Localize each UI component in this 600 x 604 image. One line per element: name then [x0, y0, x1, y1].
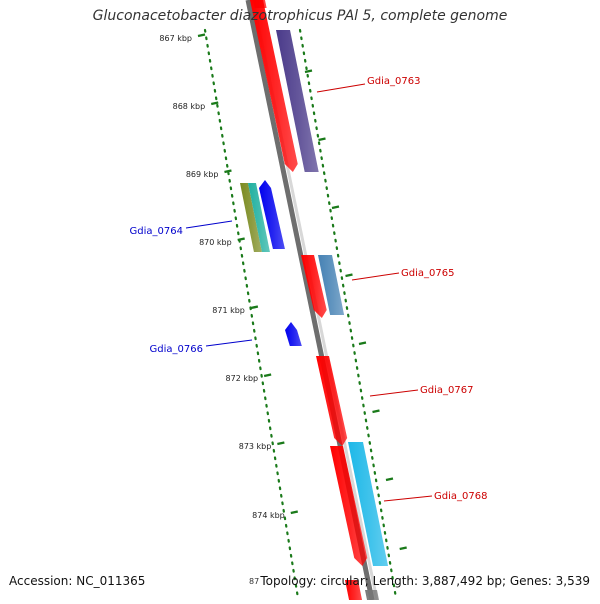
gene-bar-top-partial	[253, 0, 267, 8]
scale-tick	[290, 510, 299, 515]
gene-leader-line	[316, 83, 366, 93]
page-title: Gluconacetobacter diazotrophicus PAl 5, …	[92, 8, 508, 24]
scale-tick-label: 871 kbp	[212, 306, 245, 315]
gene-bar-gdia-0765	[318, 255, 345, 315]
gene-bar-gdia-0767	[316, 356, 348, 446]
gene-label: Gdia_0768	[434, 491, 487, 502]
gene-bar-gdia-0764	[259, 180, 285, 249]
scale-tick	[385, 477, 394, 482]
scale-tick-label: 867 kbp	[159, 34, 192, 43]
scale-tick	[263, 373, 272, 378]
scale-tick	[277, 441, 285, 446]
scale-tick-label: 873 kbp	[239, 442, 272, 451]
scale-tick	[210, 101, 219, 106]
scale-tick-label: 874 kbp	[252, 511, 285, 520]
scale-tick	[224, 169, 232, 174]
scale-tick	[237, 237, 245, 242]
scale-tick	[345, 273, 353, 278]
gene-bar-gdia-0767b	[330, 446, 368, 566]
right-scale-rail	[298, 28, 398, 600]
left-scale-rail	[203, 28, 300, 600]
scale-tick-label: 869 kbp	[186, 170, 219, 179]
gene-bar-partial-grey	[365, 590, 380, 600]
topology-text: Topology: circular; Length: 3,887,492 bp…	[260, 574, 590, 588]
gene-label: Gdia_0766	[150, 344, 203, 355]
gene-bar-gdia-0762	[250, 0, 298, 172]
gene-label: Gdia_0763	[367, 76, 420, 87]
gene-label: Gdia_0767	[420, 385, 473, 396]
gene-bar-gdia-0768	[348, 442, 389, 566]
gene-bar-partial	[345, 580, 363, 600]
gene-bar-gdia-0766	[285, 322, 302, 346]
accession-text: Accession: NC_011365	[9, 574, 146, 588]
scale-tick	[358, 341, 367, 346]
scale-tick	[318, 137, 326, 142]
scale-tick	[304, 69, 313, 74]
gene-bar-gdia-0764-olive	[240, 183, 262, 252]
gene-bar-gdia-0763	[276, 30, 319, 172]
scale-tick	[399, 546, 407, 551]
gene-leader-line	[205, 339, 253, 347]
scale-tick	[250, 305, 259, 310]
partial-tick-label: 87	[249, 577, 260, 586]
gene-leader-line	[185, 220, 233, 229]
scale-tick	[372, 409, 380, 414]
scale-tick	[331, 205, 340, 210]
gene-leader-line	[369, 389, 419, 397]
gene-leader-line	[383, 495, 433, 502]
gene-label: Gdia_0764	[130, 226, 183, 237]
gene-leader-line	[351, 272, 400, 281]
scale-tick-label: 868 kbp	[173, 102, 206, 111]
gene-bar-gdia-0764-teal	[248, 183, 270, 252]
gene-bar-gdia-0765a	[301, 255, 327, 318]
scale-tick-label: 870 kbp	[199, 238, 232, 247]
scale-tick-label: 872 kbp	[226, 374, 259, 383]
gene-label: Gdia_0765	[401, 268, 454, 279]
scale-tick	[197, 33, 206, 38]
